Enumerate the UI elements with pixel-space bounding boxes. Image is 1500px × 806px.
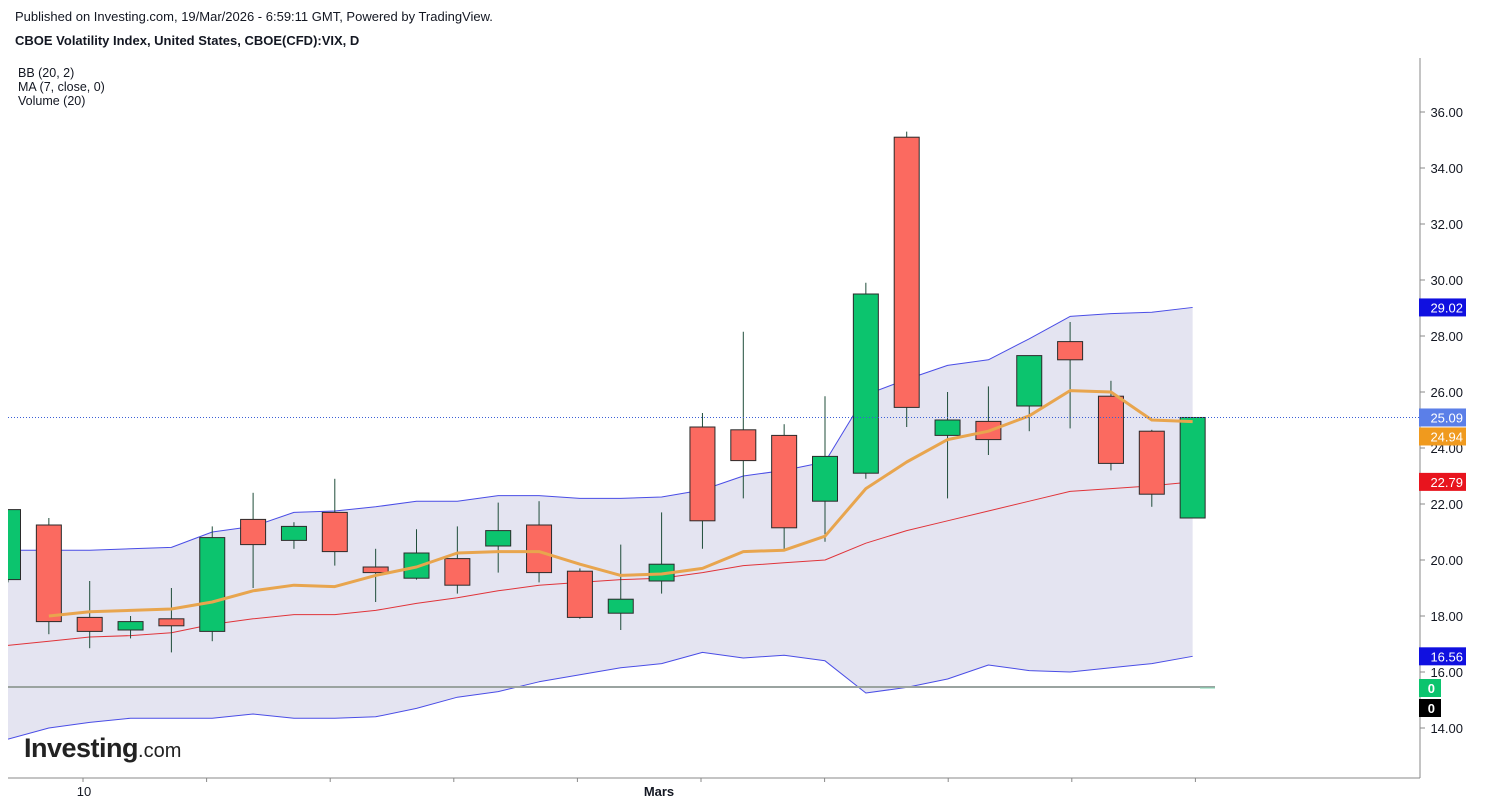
legend-volume[interactable]: Volume (20) — [18, 94, 86, 108]
bb-upper-line — [8, 306, 1193, 551]
legend-ma[interactable]: MA (7, close, 0) — [18, 80, 105, 94]
y-tick-label: 34.00 — [1430, 161, 1463, 176]
chart-header: Published on Investing.com, 19/Mar/2026 … — [15, 9, 493, 49]
published-line: Published on Investing.com, 19/Mar/2026 … — [15, 9, 493, 24]
x-tick-label: 10 — [77, 784, 91, 799]
candle-down — [771, 434, 798, 529]
plot-area — [8, 131, 1420, 740]
price-label-text: 25.09 — [1430, 410, 1463, 425]
y-tick-label: 18.00 — [1430, 609, 1463, 624]
volume-label-text: 0 — [1428, 681, 1435, 696]
candle-down — [158, 618, 185, 627]
candle-down — [1057, 341, 1084, 361]
candle-up — [8, 509, 21, 581]
ma-line — [48, 389, 1193, 618]
candle-down — [321, 511, 348, 553]
candle-up — [934, 419, 961, 436]
y-tick-label: 22.00 — [1430, 497, 1463, 512]
y-tick-label: 20.00 — [1430, 553, 1463, 568]
price-label-text: 22.79 — [1430, 475, 1463, 490]
investing-logo: Investing.com — [24, 733, 182, 763]
y-tick-label: 14.00 — [1430, 721, 1463, 736]
candle-down — [76, 616, 103, 632]
candle-down — [240, 518, 267, 546]
volume-label-box — [1419, 699, 1441, 717]
candle-up — [485, 530, 512, 547]
indicator-legend: BB (20, 2) MA (7, close, 0) Volume (20) — [18, 66, 105, 108]
x-tick-label: Mars — [644, 784, 674, 799]
candle-up — [1016, 355, 1043, 407]
candle-down — [1138, 430, 1165, 495]
price-label-box — [1419, 408, 1466, 427]
candle-down — [566, 570, 593, 618]
symbol-title: CBOE Volatility Index, United States, CB… — [15, 33, 360, 48]
price-label-box — [1419, 427, 1466, 446]
candle-up — [852, 293, 879, 474]
price-label-box — [1419, 647, 1466, 666]
bb-lower-line — [8, 651, 1193, 740]
candle-up — [280, 525, 307, 541]
y-tick-label: 16.00 — [1430, 665, 1463, 680]
price-label-box — [1419, 472, 1466, 491]
bb-fill — [8, 307, 1193, 740]
y-tick-label: 30.00 — [1430, 273, 1463, 288]
candle-down — [526, 524, 553, 574]
candle-up — [117, 621, 144, 631]
price-label-text: 24.94 — [1430, 429, 1463, 444]
volume-label-text: 0 — [1428, 701, 1435, 716]
candle-up — [1179, 416, 1206, 519]
candle-down — [893, 136, 920, 408]
price-label-text: 29.02 — [1430, 300, 1463, 315]
y-tick-label: 26.00 — [1430, 385, 1463, 400]
legend-bb[interactable]: BB (20, 2) — [18, 66, 75, 80]
candle-up — [199, 537, 226, 632]
candle-down — [362, 566, 389, 574]
y-tick-label: 32.00 — [1430, 217, 1463, 232]
volume-label-box — [1419, 679, 1441, 697]
y-tick-label: 36.00 — [1430, 105, 1463, 120]
candle-down — [444, 558, 471, 586]
candle-down — [689, 426, 716, 522]
price-label-text: 16.56 — [1430, 649, 1463, 664]
candle-down — [730, 429, 757, 462]
candle-down — [35, 524, 62, 623]
y-tick-label: 28.00 — [1430, 329, 1463, 344]
candle-up — [607, 598, 634, 614]
candle-down — [1097, 395, 1124, 464]
price-label-box — [1419, 298, 1466, 317]
candle-up — [812, 455, 838, 502]
